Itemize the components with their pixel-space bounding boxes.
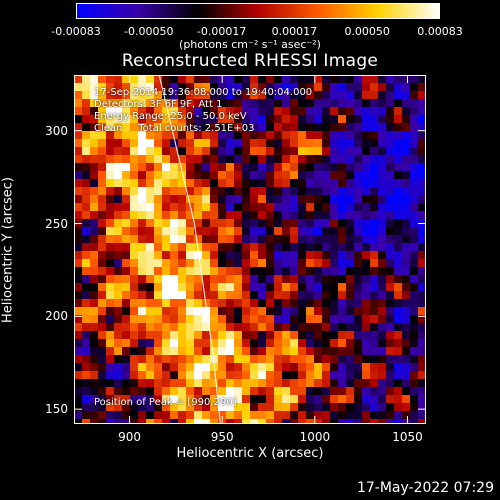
x-tick-label: 900 [118, 430, 142, 444]
x-tick-label: 950 [210, 430, 234, 444]
colorbar-units: (photons cm⁻² s⁻¹ asec⁻²) [179, 38, 321, 51]
annotation-time: 17-Sep-2014 19:36:08.000 to 19:40:04.000 [94, 87, 313, 98]
y-tick-label: 250 [45, 216, 68, 231]
x-axis-label: Heliocentric X (arcsec) [176, 446, 324, 461]
colorbar-tick-label: 0.00083 [417, 25, 463, 38]
colorbar-tick-label: -0.00083 [51, 25, 101, 38]
plot-frame [74, 75, 426, 424]
x-tick-label: 1000 [299, 430, 331, 444]
colorbar-tick-label: 0.00017 [271, 25, 318, 38]
colorbar-tick-label: -0.00017 [196, 25, 247, 38]
x-tick-label: 1050 [392, 430, 423, 444]
footer-date: 17-May-2022 07:29 [356, 480, 494, 496]
annotation-peak: Position of Peak = [990,290] [94, 397, 237, 408]
chart-title: Reconstructed RHESSI Image [121, 51, 379, 71]
annotation-detectors: Detectors: 3F 6F 9F, Att 1 [94, 99, 223, 110]
heatmap-plot [74, 75, 426, 424]
colorbar-tick-label: -0.00050 [124, 25, 174, 38]
y-tick-label: 200 [45, 309, 68, 324]
colorbar-gradient [77, 4, 439, 18]
annotation-energy: Energy Range: 25.0 - 50.0 keV [94, 111, 247, 122]
annotation-method: Clean Total counts: 2.51E+03 [94, 123, 255, 134]
colorbar [76, 3, 440, 19]
colorbar-tick-label: 0.00050 [344, 25, 390, 38]
y-tick-label: 300 [45, 123, 68, 138]
y-axis-label: Heliocentric Y (arcsec) [0, 177, 16, 323]
heatmap-cells [74, 75, 426, 424]
y-tick-label: 150 [45, 402, 68, 417]
solar-limb-line [158, 75, 221, 424]
